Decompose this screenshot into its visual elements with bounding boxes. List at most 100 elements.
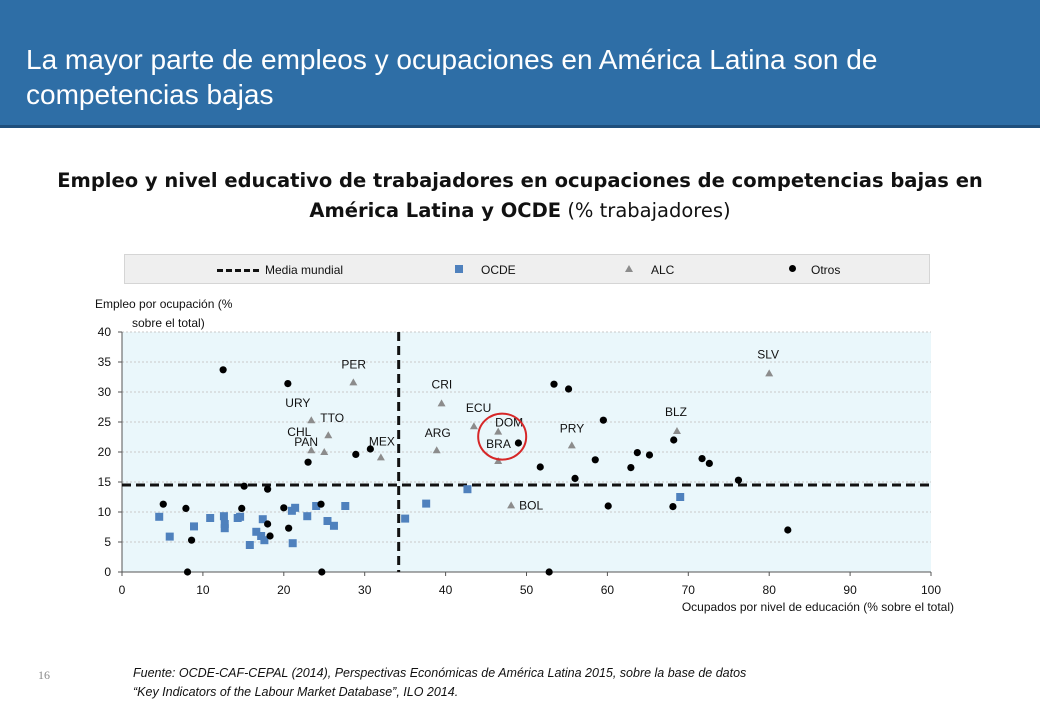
x-tick-label: 30 <box>358 583 372 597</box>
point-oecd <box>245 541 254 549</box>
point-label-blz: BLZ <box>665 405 687 419</box>
point-oecd <box>288 539 297 548</box>
y-axis-label: Empleo por ocupación (% <box>95 297 233 311</box>
point-alc <box>567 441 576 449</box>
point-others <box>317 500 325 508</box>
point-oecd <box>401 514 410 523</box>
legend-alc-marker <box>625 265 633 272</box>
slide-title: La mayor parte de empleos y ocupaciones … <box>26 44 878 110</box>
legend-others-marker <box>789 265 796 272</box>
point-alc <box>324 431 333 439</box>
x-axis-label: Ocupados por nivel de educación (% sobre… <box>682 600 954 614</box>
y-tick-label: 25 <box>98 415 112 429</box>
point-others <box>352 450 360 458</box>
point-oecd <box>312 502 321 510</box>
point-others <box>564 385 573 393</box>
point-alc <box>672 427 681 434</box>
point-others <box>285 524 293 532</box>
point-others <box>238 504 246 512</box>
point-label-ury: URY <box>285 396 310 410</box>
point-label-ecu: ECU <box>466 401 491 415</box>
point-label-cri: CRI <box>432 377 453 391</box>
point-oecd <box>463 485 472 494</box>
point-oecd <box>323 517 332 525</box>
point-oecd <box>258 515 267 524</box>
point-others <box>514 439 523 447</box>
point-label-slv: SLV <box>757 347 779 361</box>
point-oecd <box>155 512 164 521</box>
x-tick-label: 60 <box>601 583 615 597</box>
point-label-bra: BRA <box>486 437 511 451</box>
point-others <box>219 366 227 374</box>
point-label-chl: CHL <box>287 425 311 439</box>
point-others <box>536 463 544 471</box>
point-alc <box>376 453 385 461</box>
point-others <box>627 464 635 472</box>
x-tick-label: 80 <box>763 583 777 597</box>
source-line-1: Fuente: OCDE-CAF-CEPAL (2014), Perspecti… <box>133 666 747 680</box>
x-tick-label: 100 <box>921 583 941 597</box>
y-tick-label: 15 <box>98 475 112 489</box>
point-others <box>304 458 312 466</box>
x-tick-label: 90 <box>843 583 857 597</box>
point-alc <box>307 446 316 454</box>
point-others <box>318 568 326 576</box>
point-alc <box>349 378 358 386</box>
point-oecd <box>422 499 431 508</box>
x-tick-label: 10 <box>196 583 210 597</box>
point-label-dom: DOM <box>495 416 523 430</box>
point-others <box>705 459 713 467</box>
chart-title: Empleo y nivel educativo de trabajadores… <box>40 166 1000 226</box>
chart-legend: Media mundial OCDE ALC Otros <box>124 254 930 284</box>
point-alc <box>432 446 441 454</box>
point-others <box>187 536 196 544</box>
y-tick-label: 40 <box>98 325 112 339</box>
point-label-per: PER <box>341 357 366 371</box>
point-oecd <box>291 503 300 512</box>
point-alc <box>320 448 329 455</box>
x-tick-label: 70 <box>682 583 696 597</box>
point-oecd <box>236 512 245 521</box>
point-others <box>550 380 558 388</box>
legend-mean-label: Media mundial <box>265 263 344 277</box>
point-others <box>784 526 792 534</box>
point-others <box>604 502 612 510</box>
point-others <box>264 485 272 493</box>
point-oecd <box>190 522 199 531</box>
point-others <box>599 416 607 424</box>
point-label-bol: BOL <box>519 498 543 512</box>
point-others <box>633 449 641 457</box>
source-note: Fuente: OCDE-CAF-CEPAL (2014), Perspecti… <box>133 664 993 702</box>
x-tick-label: 40 <box>439 583 453 597</box>
point-others <box>545 568 553 576</box>
point-oecd <box>257 532 266 540</box>
x-tick-label: 50 <box>520 583 534 597</box>
point-others <box>264 520 272 528</box>
point-others <box>183 568 192 576</box>
chart-title-bold: Empleo y nivel educativo de trabajadores… <box>57 169 983 222</box>
x-tick-label: 20 <box>277 583 291 597</box>
x-tick-label: 0 <box>119 583 126 597</box>
y-tick-label: 30 <box>98 385 112 399</box>
point-alc <box>765 369 774 377</box>
point-others <box>591 456 599 464</box>
point-label-tto: TTO <box>320 411 344 425</box>
point-oecd <box>206 514 215 522</box>
point-oecd <box>252 527 261 536</box>
point-others <box>159 500 167 508</box>
point-oecd <box>260 536 269 545</box>
legend-alc-label: ALC <box>651 263 675 277</box>
chart-title-unit: (% trabajadores) <box>561 199 731 222</box>
y-tick-label: 5 <box>104 535 111 549</box>
point-oecd <box>165 532 174 541</box>
y-tick-label: 35 <box>98 355 112 369</box>
point-others <box>266 532 274 540</box>
point-others <box>182 504 190 512</box>
point-others <box>645 451 654 459</box>
point-oecd <box>220 520 229 528</box>
point-others <box>571 474 579 482</box>
point-alc <box>437 399 446 407</box>
slide-header: La mayor parte de empleos y ocupaciones … <box>0 0 1040 128</box>
y-tick-label: 0 <box>104 565 111 579</box>
